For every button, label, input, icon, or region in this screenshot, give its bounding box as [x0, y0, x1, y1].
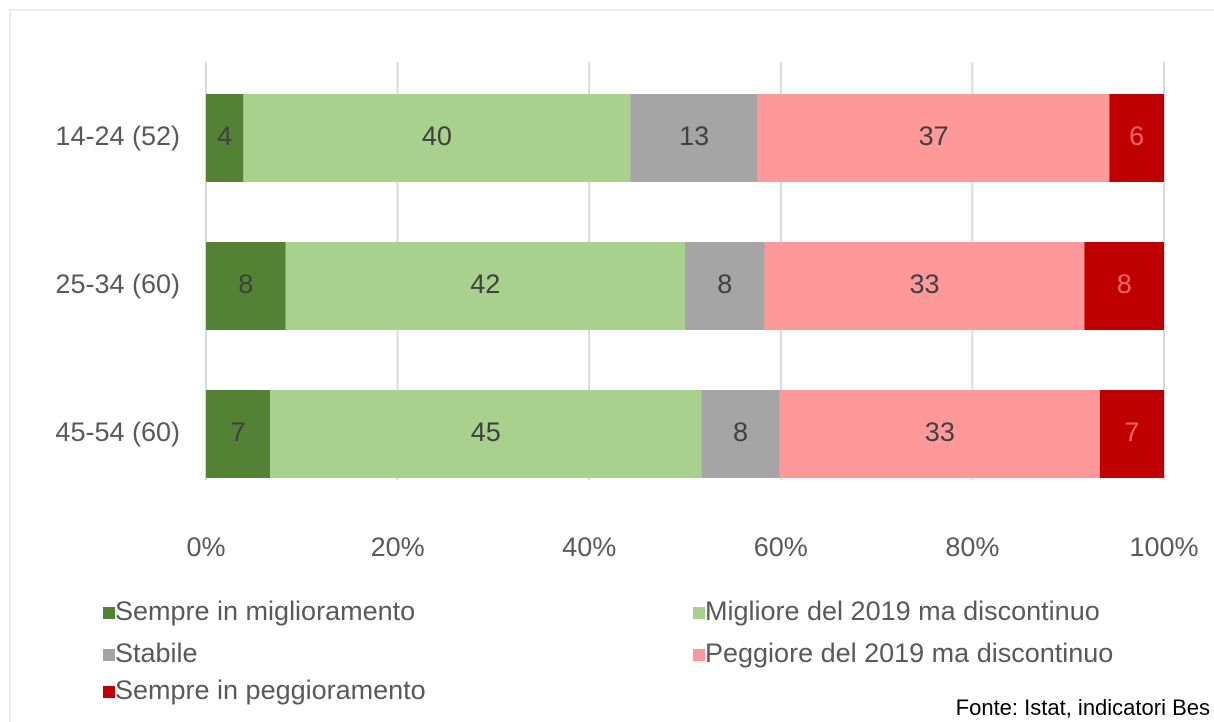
legend-label: Sempre in miglioramento	[115, 596, 415, 626]
bar-segment	[270, 390, 702, 478]
legend-swatch	[103, 649, 115, 661]
bar-segment	[243, 94, 631, 182]
bar-segment	[206, 390, 271, 478]
value-label: 33	[909, 269, 939, 299]
bar-segment	[206, 94, 244, 182]
y-tick-label: 25-34 (60)	[55, 269, 180, 299]
value-label: 40	[422, 121, 452, 151]
legend-swatch	[103, 686, 115, 698]
bar-segment	[685, 242, 765, 330]
value-label: 8	[1117, 269, 1132, 299]
value-label: 4	[217, 121, 232, 151]
bar-segment	[206, 242, 286, 330]
value-label: 8	[717, 269, 732, 299]
legend-swatch	[693, 649, 705, 661]
bar-segment	[285, 242, 685, 330]
x-tick-label: 20%	[371, 532, 425, 562]
bar-segment	[630, 94, 758, 182]
x-tick-label: 40%	[562, 532, 616, 562]
y-tick-label: 45-54 (60)	[55, 417, 180, 447]
source-note: Fonte: Istat, indicatori Bes	[956, 695, 1210, 720]
value-label: 6	[1129, 121, 1144, 151]
bar-segment	[764, 242, 1085, 330]
legend-label: Peggiore del 2019 ma discontinuo	[705, 638, 1113, 668]
x-tick-label: 80%	[945, 532, 999, 562]
bar-segment	[757, 94, 1110, 182]
legend-label: Sempre in peggioramento	[115, 675, 426, 705]
value-label: 33	[925, 417, 955, 447]
y-tick-label: 14-24 (52)	[55, 121, 180, 151]
legend-label: Stabile	[115, 638, 198, 668]
legend-swatch	[693, 607, 705, 619]
bar-segment	[701, 390, 780, 478]
value-label: 37	[919, 121, 949, 151]
x-tick-label: 0%	[186, 532, 225, 562]
value-label: 8	[238, 269, 253, 299]
x-tick-label: 100%	[1129, 532, 1198, 562]
legend-label: Migliore del 2019 ma discontinuo	[705, 596, 1100, 626]
value-label: 7	[231, 417, 246, 447]
x-tick-label: 60%	[754, 532, 808, 562]
bar-segment	[1099, 390, 1164, 478]
value-label: 45	[471, 417, 501, 447]
legend-swatch	[103, 607, 115, 619]
value-label: 7	[1124, 417, 1139, 447]
bar-segment	[1084, 242, 1164, 330]
value-label: 42	[470, 269, 500, 299]
chart-border	[9, 9, 1214, 722]
bar-segment	[1109, 94, 1164, 182]
value-label: 8	[733, 417, 748, 447]
bar-segment	[779, 390, 1100, 478]
value-label: 13	[679, 121, 709, 151]
